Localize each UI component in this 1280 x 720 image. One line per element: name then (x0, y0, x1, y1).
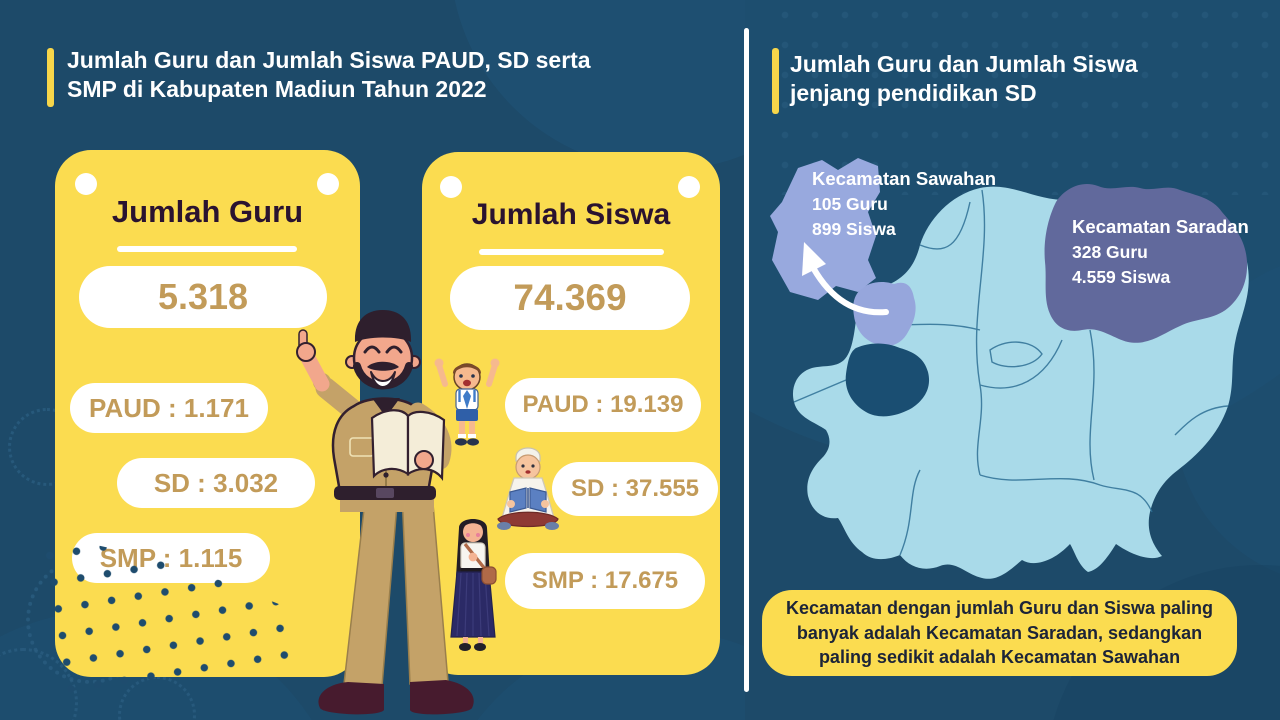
guru-total-value: 5.318 (79, 266, 327, 328)
sawahan-enlarged-shape (770, 158, 880, 300)
left-title-accent-bar (47, 48, 54, 107)
card-hole-decor (317, 173, 339, 195)
guru-card-title: Jumlah Guru (111, 194, 304, 229)
callout-arrow-icon (802, 242, 889, 316)
saradan-name: Kecamatan Saradan (1072, 216, 1249, 237)
siswa-card-title: Jumlah Siswa (471, 198, 671, 231)
guru-paud-value: PAUD : 1.171 (70, 383, 268, 433)
siswa-sd-value: SD : 37.555 (552, 462, 718, 516)
siswa-total-value: 74.369 (450, 266, 690, 330)
dark-district-shape (845, 343, 930, 417)
card-hole-decor (678, 176, 700, 198)
saradan-label: Kecamatan Saradan 328 Guru 4.559 Siswa (1072, 214, 1249, 290)
left-panel-title: Jumlah Guru dan Jumlah Siswa PAUD, SD se… (67, 47, 591, 103)
title-underline (117, 246, 297, 252)
siswa-smp-value: SMP : 17.675 (505, 553, 705, 609)
right-panel-title: Jumlah Guru dan Jumlah Siswa jenjang pen… (790, 51, 1138, 107)
reading-student-illustration (497, 447, 559, 530)
cheering-student-illustration (434, 358, 500, 446)
right-title-accent-bar (772, 48, 779, 114)
saradan-district-shape (1044, 183, 1248, 343)
sawahan-name: Kecamatan Sawahan (812, 168, 997, 189)
saradan-siswa: 4.559 Siswa (1072, 267, 1171, 288)
saradan-guru: 328 Guru (1072, 242, 1148, 263)
sawahan-label: Kecamatan Sawahan 105 Guru 899 Siswa (812, 166, 996, 242)
card-hole-decor (75, 173, 97, 195)
siswa-paud-value: PAUD : 19.139 (505, 378, 701, 432)
sawahan-guru: 105 Guru (812, 194, 888, 215)
sawahan-siswa: 899 Siswa (812, 219, 896, 240)
teacher-illustration (296, 310, 474, 715)
title-underline (479, 249, 664, 255)
card-hole-decor (440, 176, 462, 198)
madiun-districts-map (770, 158, 1249, 579)
guru-sd-value: SD : 3.032 (117, 458, 315, 508)
conclusion-note: Kecamatan dengan jumlah Guru dan Siswa p… (762, 590, 1237, 676)
panel-divider (744, 28, 749, 692)
girl-student-illustration (450, 519, 497, 651)
